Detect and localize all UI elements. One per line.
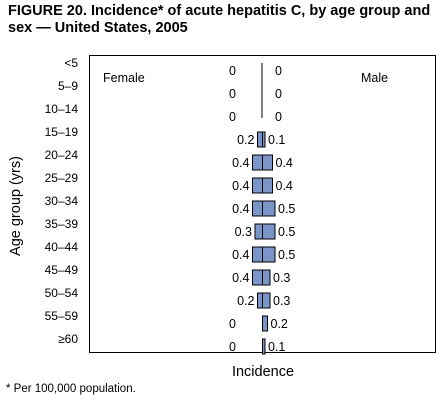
- data-label-male: 0.5: [278, 202, 295, 216]
- bar-male: [262, 223, 276, 240]
- bar-male: [262, 315, 268, 332]
- y-tick-label: ≥60: [58, 332, 78, 346]
- y-tick-label: 40–44: [45, 240, 79, 254]
- bar-male: [262, 246, 276, 263]
- data-label-male: 0.2: [271, 317, 288, 331]
- bar-female: [254, 223, 263, 240]
- bar-female: [252, 200, 263, 217]
- y-tick-labels: <5 5–9 10–14 15–19 20–24 25–29 30–34 35–39 40–44…: [45, 56, 79, 346]
- bar-male: [262, 154, 273, 171]
- y-tick-label: 20–24: [45, 148, 79, 162]
- y-tick-label: <5: [64, 56, 78, 70]
- y-tick-label: 35–39: [45, 217, 79, 231]
- bar-male: [262, 177, 273, 194]
- data-label-male: 0: [275, 87, 282, 101]
- data-label-male: 0.4: [276, 179, 293, 193]
- x-axis-label: Incidence: [232, 364, 294, 380]
- data-label-female: 0: [229, 317, 236, 331]
- data-label-female: 0.2: [237, 294, 254, 308]
- bars: [252, 131, 276, 355]
- data-label-male: 0.5: [278, 225, 295, 239]
- footnote: * Per 100,000 population.: [6, 383, 136, 395]
- bar-male: [262, 200, 276, 217]
- y-tick-label: 50–54: [45, 286, 79, 300]
- data-label-male: 0.4: [276, 156, 293, 170]
- y-tick-label: 15–19: [45, 125, 79, 139]
- y-tick-label: 55–59: [45, 309, 79, 323]
- bar-female: [257, 292, 263, 309]
- data-label-female: 0.3: [235, 225, 252, 239]
- data-label-female: 0.4: [232, 179, 249, 193]
- data-label-female: 0.2: [237, 133, 254, 147]
- y-tick-label: 10–14: [45, 102, 79, 116]
- data-label-female: 0: [229, 64, 236, 78]
- data-label-female: 0: [229, 340, 236, 354]
- y-axis-label: Age group (yrs): [8, 156, 24, 256]
- female-series-label: Female: [103, 71, 145, 85]
- data-label-male: 0.3: [273, 294, 290, 308]
- data-label-female: 0: [229, 87, 236, 101]
- bar-female: [257, 131, 263, 148]
- bar-female: [252, 269, 263, 286]
- data-label-male: 0: [275, 110, 282, 124]
- bar-male: [262, 269, 271, 286]
- bar-male: [262, 131, 266, 148]
- y-tick-label: 5–9: [58, 79, 78, 93]
- bar-male: [262, 292, 271, 309]
- data-labels: 0 00 00 00.2 0.10.4 0.40.4 0.40.4 0.50.3 0.50.4 0…: [229, 64, 295, 354]
- data-label-male: 0.1: [268, 133, 285, 147]
- y-tick-label: 45–49: [45, 263, 79, 277]
- data-label-female: 0.4: [232, 202, 249, 216]
- bar-female: [252, 154, 263, 171]
- data-label-female: 0.4: [232, 156, 249, 170]
- data-label-male: 0: [275, 64, 282, 78]
- male-series-label: Male: [361, 71, 388, 85]
- bar-female: [252, 246, 263, 263]
- chart-title: FIGURE 20. Incidence* of acute hepatitis…: [8, 3, 431, 36]
- data-label-male: 0.3: [273, 271, 290, 285]
- data-label-female: 0.4: [232, 248, 249, 262]
- data-label-male: 0.5: [278, 248, 295, 262]
- data-label-female: 0: [229, 110, 236, 124]
- data-label-male: 0.1: [268, 340, 285, 354]
- y-tick-label: 25–29: [45, 171, 79, 185]
- data-label-female: 0.4: [232, 271, 249, 285]
- bar-female: [252, 177, 263, 194]
- bar-male: [262, 338, 266, 355]
- y-tick-label: 30–34: [45, 194, 79, 208]
